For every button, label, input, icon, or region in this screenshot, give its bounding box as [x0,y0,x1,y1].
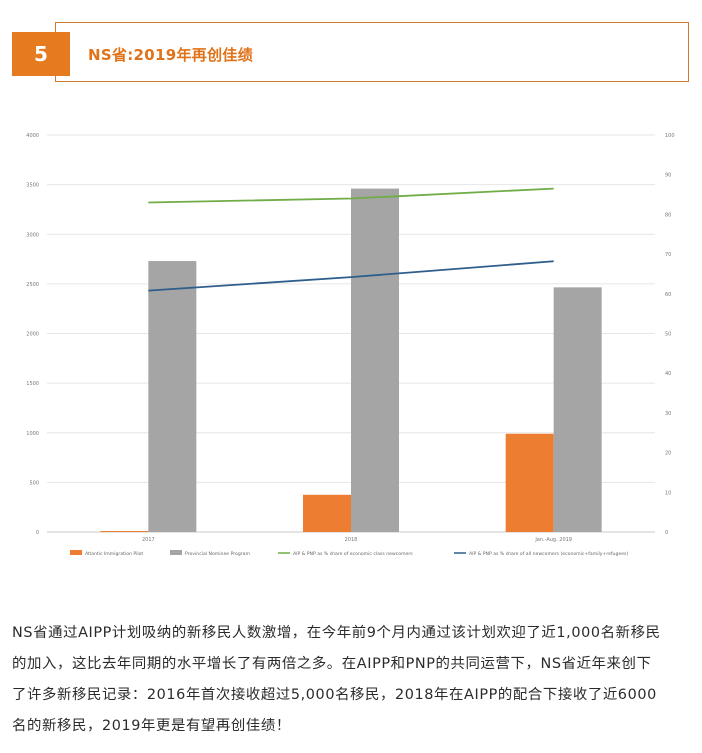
legend-label: AIP & PNP as % share of all newcomers (e… [469,551,628,557]
atlantic-bar [505,433,554,532]
atlantic-bar [100,531,149,532]
right-axis-tick-label: 60 [665,292,671,298]
chart-canvas: 0 500 1000 1500 2000 2500 3000 3500 4000 0 10 20 30 4… [26,133,675,557]
section-title: NS省:2019年再创佳绩 [88,46,254,64]
right-axis-tick-label: 100 [665,133,675,139]
x-axis-tick-label: Jan.-Aug. 2019 [534,537,572,543]
left-axis-tick-label: 1000 [26,431,39,437]
right-axis-tick-label: 0 [665,530,668,536]
economic-share-line [148,187,554,204]
right-axis-tick-label: 80 [665,212,671,218]
right-axis-tick-label: 30 [665,411,671,417]
left-axis-tick-label: 2000 [26,332,39,338]
pnp-bar [148,261,197,532]
left-axis-tick-label: 1500 [26,381,39,387]
article-paragraph: NS省通过AIPP计划吸纳的新移民人数激增，在今年前9个月内通过该计划欢迎了近1… [12,618,690,742]
x-axis-tick-label: 2018 [345,537,358,543]
legend-swatch [70,550,82,555]
paragraph-line: NS省通过AIPP计划吸纳的新移民人数激增，在今年前9个月内通过该计划欢迎了近1… [12,625,661,641]
section-number-badge: 5 [12,32,70,76]
left-axis-tick-label: 3500 [26,183,39,189]
all-newcomers-share-line [148,260,554,292]
left-axis-tick-label: 0 [36,530,39,536]
right-axis-tick-label: 70 [665,252,671,258]
legend-swatch [170,550,182,555]
paragraph-line: 的加入，这比去年同期的水平增长了有两倍之多。在AIPP和PNP的共同运营下，NS… [12,656,652,672]
left-axis-tick-label: 3000 [26,232,39,238]
section-header-frame [55,22,689,82]
legend-label: Atlantic Immigration Pilot [85,551,143,557]
paragraph-line: 名的新移民，2019年更是有望再创佳绩！ [12,718,291,734]
left-axis-tick-label: 500 [29,480,39,486]
left-axis-tick-label: 2500 [26,282,39,288]
right-axis-tick-label: 20 [665,451,671,457]
legend-label: Provincial Nominee Program [185,551,250,557]
left-axis-tick-label: 4000 [26,133,39,139]
right-axis-tick-label: 10 [665,490,671,496]
immigration-chart: 0 500 1000 1500 2000 2500 3000 3500 4000 0 10 20 30 4… [22,122,680,577]
pnp-bar [553,287,602,532]
legend-label: AIP & PNP as % share of economic class n… [293,551,413,557]
right-axis-tick-label: 40 [665,371,671,377]
right-axis-tick-label: 90 [665,173,671,179]
right-axis-tick-label: 50 [665,332,671,338]
atlantic-bar [303,494,351,532]
pnp-bar [351,188,399,532]
paragraph-line: 了许多新移民记录：2016年首次接收超过5,000名移民，2018年在AIPP的… [12,687,657,703]
x-axis-tick-label: 2017 [142,537,155,543]
